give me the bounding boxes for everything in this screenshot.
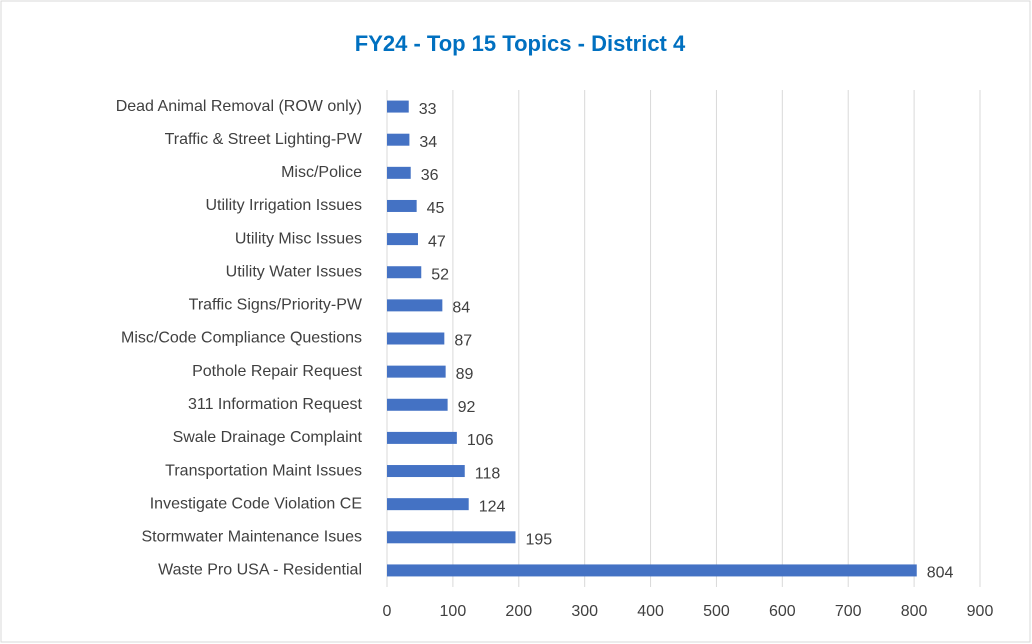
- value-label: 195: [525, 532, 552, 549]
- y-tick-label: Utility Irrigation Issues: [206, 197, 363, 214]
- value-label: 804: [927, 565, 954, 582]
- y-tick-label: Utility Water Issues: [226, 263, 362, 280]
- x-tick-label: 900: [967, 603, 994, 620]
- bar: [387, 398, 448, 411]
- y-tick-label: Transportation Maint Issues: [165, 462, 362, 479]
- y-tick-label: Swale Drainage Complaint: [173, 429, 363, 446]
- y-tick-label: 311 Information Request: [188, 396, 363, 413]
- bar: [387, 266, 422, 279]
- x-tick-label: 100: [440, 603, 467, 620]
- value-label: 34: [419, 134, 437, 151]
- bar: [387, 498, 469, 511]
- y-tick-label: Utility Misc Issues: [235, 230, 362, 247]
- bar: [387, 299, 443, 312]
- value-label: 106: [467, 432, 494, 449]
- x-tick-label: 200: [505, 603, 532, 620]
- value-label: 36: [421, 167, 439, 184]
- y-tick-label: Traffic Signs/Priority-PW: [189, 297, 363, 314]
- bar: [387, 199, 417, 212]
- x-tick-label: 800: [901, 603, 928, 620]
- bar: [387, 531, 516, 544]
- value-label: 45: [427, 200, 445, 217]
- bar: [387, 133, 410, 146]
- bar: [387, 465, 465, 478]
- bar: [387, 100, 409, 113]
- y-tick-label: Investigate Code Violation CE: [150, 495, 362, 512]
- value-label: 92: [458, 399, 476, 416]
- y-tick-label: Pothole Repair Request: [192, 363, 362, 380]
- bar: [387, 233, 418, 246]
- value-label: 89: [456, 366, 474, 383]
- y-tick-label: Waste Pro USA - Residential: [158, 562, 362, 579]
- value-label: 87: [454, 333, 472, 350]
- bar: [387, 564, 917, 577]
- value-label: 52: [431, 266, 449, 283]
- x-tick-label: 400: [637, 603, 664, 620]
- x-tick-label: 0: [383, 603, 392, 620]
- y-tick-label: Stormwater Maintenance Isues: [141, 529, 362, 546]
- value-label: 47: [428, 233, 446, 250]
- x-tick-label: 500: [703, 603, 730, 620]
- x-tick-label: 700: [835, 603, 862, 620]
- y-tick-label: Traffic & Street Lighting-PW: [165, 131, 363, 148]
- value-label: 118: [475, 465, 501, 482]
- x-tick-label: 300: [571, 603, 598, 620]
- value-label: 84: [452, 300, 470, 317]
- y-tick-label: Misc/Code Compliance Questions: [121, 330, 362, 347]
- bar: [387, 332, 445, 345]
- value-label: 33: [419, 101, 437, 118]
- y-tick-label: Dead Animal Removal (ROW only): [116, 98, 362, 115]
- chart-title: FY24 - Top 15 Topics - District 4: [355, 31, 686, 56]
- x-tick-label: 600: [769, 603, 796, 620]
- y-tick-label: Misc/Police: [281, 164, 362, 181]
- value-label: 124: [479, 498, 506, 515]
- bar: [387, 166, 411, 179]
- bar: [387, 365, 446, 378]
- bar: [387, 431, 457, 444]
